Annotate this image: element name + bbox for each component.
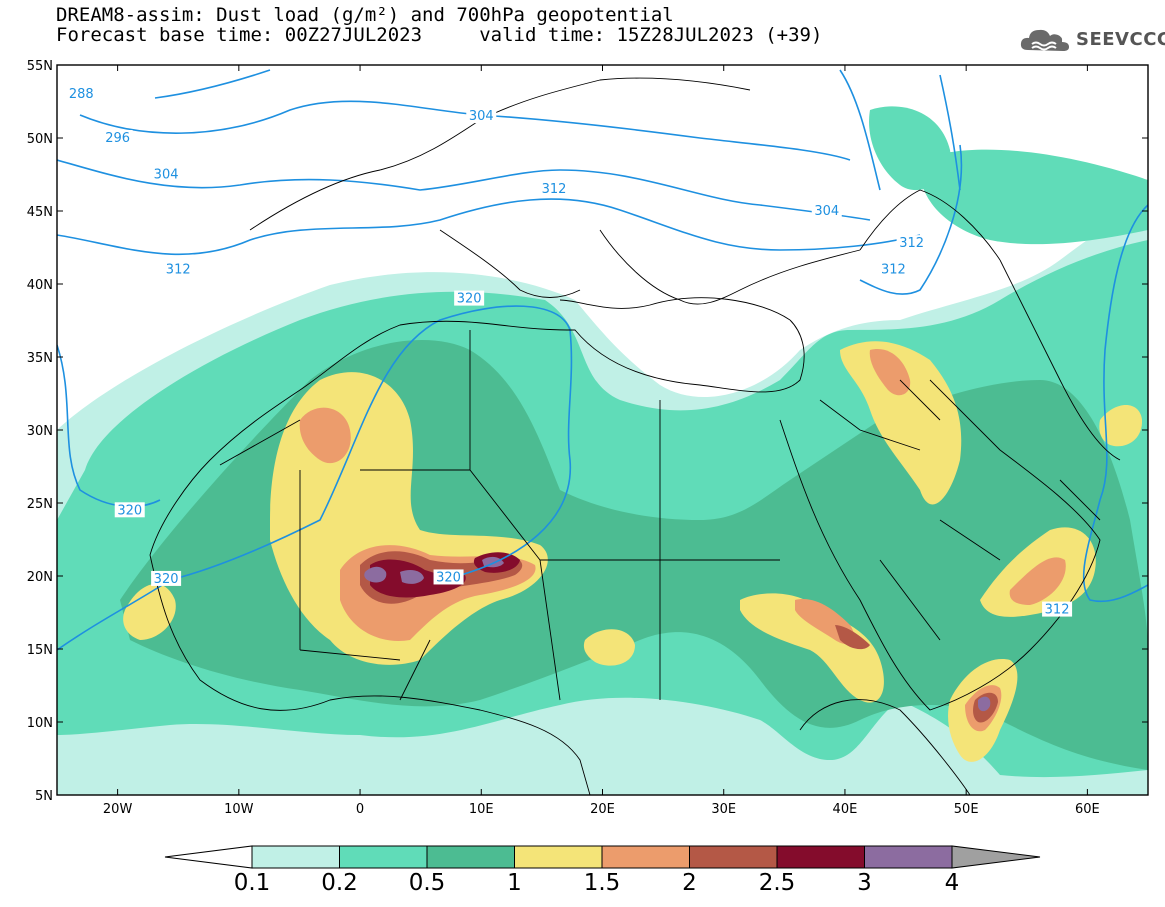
contour-label: 320 xyxy=(433,569,464,585)
map-title-line2: Forecast base time: 00Z27JUL2023 valid t… xyxy=(56,24,823,46)
svg-text:312: 312 xyxy=(166,262,191,277)
contour-label: 312 xyxy=(163,261,194,277)
lat-tick-label: 45N xyxy=(27,205,53,220)
colorbar-tick-label: 2 xyxy=(682,870,697,896)
svg-text:312: 312 xyxy=(1045,603,1070,618)
lat-tick-label: 20N xyxy=(27,570,53,585)
lon-tick-label: 10W xyxy=(224,802,254,817)
contour-label: 304 xyxy=(151,166,182,183)
contour-label: 288 xyxy=(66,86,97,102)
contour-label: 304 xyxy=(466,108,497,124)
seevccc-logo: SEEVCCC xyxy=(1018,24,1165,54)
logo-text: SEEVCCC xyxy=(1076,28,1165,50)
colorbar-tick-label: 1.5 xyxy=(583,870,621,896)
svg-text:320: 320 xyxy=(457,292,482,307)
colorbar-tick-label: 0.5 xyxy=(408,870,446,896)
colorbar-swatch xyxy=(601,845,690,869)
lon-tick-label: 50E xyxy=(954,802,979,817)
lat-tick-label: 15N xyxy=(27,643,53,658)
colorbar-tick-label: 0.1 xyxy=(233,870,271,896)
svg-text:312: 312 xyxy=(899,236,924,251)
contour-label: 304 xyxy=(811,203,842,219)
colorbar-swatch xyxy=(426,845,515,869)
contour-labels: 288 296 304 312 304 312 320 304 312 312 320 320 320 3… xyxy=(66,86,1073,618)
coastlines-borders xyxy=(149,77,1121,795)
colorbar-high-arrow xyxy=(951,845,1041,869)
lon-tick-label: 60E xyxy=(1075,802,1100,817)
cloud-icon xyxy=(1020,29,1069,51)
svg-text:312: 312 xyxy=(881,262,906,277)
lat-tick-label: 10N xyxy=(27,716,53,731)
lat-tick-label: 35N xyxy=(27,351,53,366)
svg-text:320: 320 xyxy=(436,570,461,585)
contour-label: 312 xyxy=(878,261,909,277)
svg-text:320: 320 xyxy=(154,572,179,587)
lon-tick-label: 10E xyxy=(469,802,494,817)
colorbar-tick-label: 3 xyxy=(857,870,872,896)
colorbar-tick-label: 0.2 xyxy=(321,870,358,896)
contour-label: 320 xyxy=(151,570,182,587)
colorbar xyxy=(164,845,1041,869)
lat-tick-label: 50N xyxy=(27,132,53,147)
svg-text:304: 304 xyxy=(469,109,494,124)
colorbar-swatch xyxy=(514,845,603,869)
lat-tick-label: 30N xyxy=(27,424,53,439)
contour-label: 312 xyxy=(539,181,570,197)
contour-label: 312 xyxy=(1042,601,1073,618)
colorbar-swatch xyxy=(689,845,778,869)
lon-tick-label: 0 xyxy=(356,802,364,817)
svg-text:304: 304 xyxy=(814,204,839,219)
contour-label: 312 xyxy=(896,235,927,251)
map-title-line1: DREAM8-assim: Dust load (g/m²) and 700hP… xyxy=(56,4,674,26)
contour-label: 320 xyxy=(454,290,485,307)
contour-label: 320 xyxy=(114,502,145,518)
lon-tick-label: 30E xyxy=(711,802,736,817)
colorbar-swatch xyxy=(864,845,953,869)
svg-text:312: 312 xyxy=(542,182,567,197)
axes: 55N 50N 45N 40N 35N 30N 25N 20N 15N 10N 5N 20W 10W 0 1… xyxy=(27,59,1148,817)
svg-text:304: 304 xyxy=(154,168,179,183)
colorbar-swatch xyxy=(251,845,340,869)
svg-text:320: 320 xyxy=(117,503,142,518)
colorbar-tick-label: 1 xyxy=(507,870,522,896)
colorbar-swatch xyxy=(776,845,865,869)
colorbar-low-arrow xyxy=(164,845,253,869)
lon-tick-label: 20W xyxy=(103,802,133,817)
colorbar-swatch xyxy=(339,845,428,869)
contour-label: 296 xyxy=(102,130,133,146)
colorbar-tick-label: 2.5 xyxy=(758,870,796,896)
svg-text:288: 288 xyxy=(69,87,94,102)
lat-tick-label: 55N xyxy=(27,59,53,74)
lon-tick-label: 40E xyxy=(833,802,858,817)
lat-tick-label: 25N xyxy=(27,497,53,512)
svg-text:296: 296 xyxy=(105,131,130,146)
lat-tick-label: 5N xyxy=(35,789,53,804)
colorbar-tick-label: 4 xyxy=(944,870,960,896)
dust-field-layer xyxy=(57,65,1148,795)
lat-tick-label: 40N xyxy=(27,278,53,293)
lon-tick-label: 20E xyxy=(590,802,615,817)
